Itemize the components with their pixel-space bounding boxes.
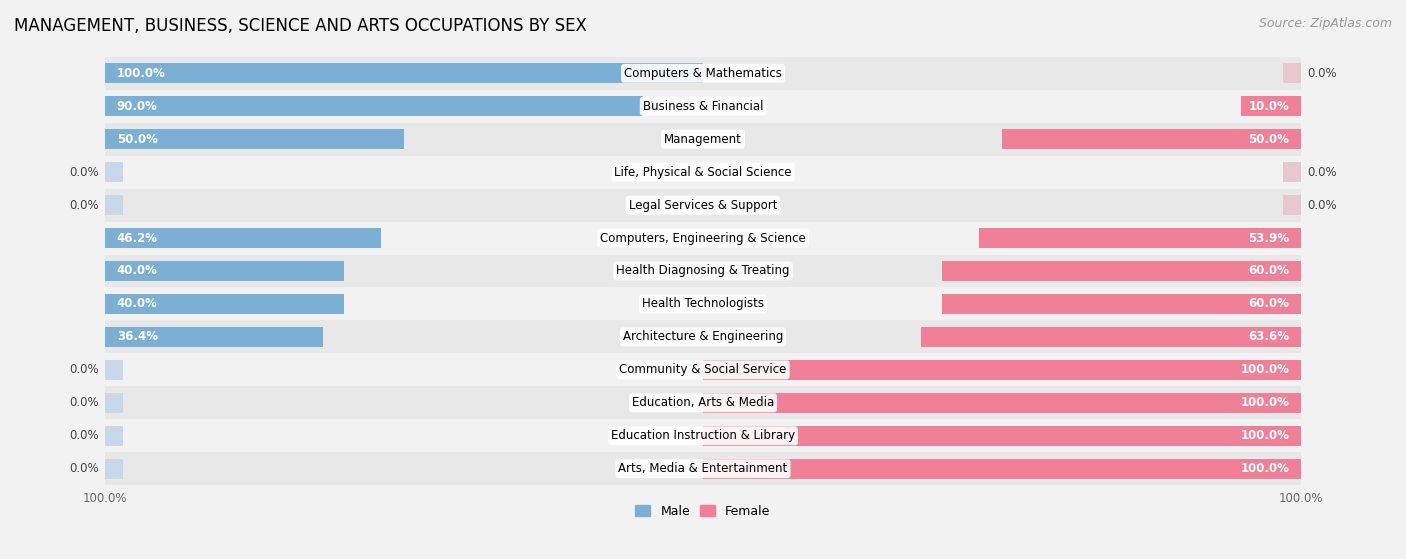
Text: 40.0%: 40.0% — [117, 297, 157, 310]
Text: Architecture & Engineering: Architecture & Engineering — [623, 330, 783, 343]
Bar — [104, 419, 1302, 452]
Bar — [104, 426, 122, 446]
Text: Computers, Engineering & Science: Computers, Engineering & Science — [600, 231, 806, 244]
Bar — [104, 327, 322, 347]
Text: 40.0%: 40.0% — [117, 264, 157, 277]
Text: 60.0%: 60.0% — [1249, 264, 1289, 277]
Text: 50.0%: 50.0% — [117, 132, 157, 146]
Text: Arts, Media & Entertainment: Arts, Media & Entertainment — [619, 462, 787, 475]
Text: 100.0%: 100.0% — [1240, 363, 1289, 376]
Bar — [703, 459, 1302, 479]
Text: Education Instruction & Library: Education Instruction & Library — [612, 429, 794, 442]
Text: Source: ZipAtlas.com: Source: ZipAtlas.com — [1258, 17, 1392, 30]
Text: Education, Arts & Media: Education, Arts & Media — [631, 396, 775, 409]
Text: Business & Financial: Business & Financial — [643, 100, 763, 113]
Bar — [104, 122, 1302, 155]
Text: 100.0%: 100.0% — [1240, 396, 1289, 409]
Bar — [979, 228, 1302, 248]
Text: 0.0%: 0.0% — [69, 165, 98, 179]
Legend: Male, Female: Male, Female — [630, 500, 776, 523]
Bar — [104, 353, 1302, 386]
Text: 0.0%: 0.0% — [69, 429, 98, 442]
Bar — [104, 221, 1302, 254]
Text: 46.2%: 46.2% — [117, 231, 157, 244]
Text: Management: Management — [664, 132, 742, 146]
Bar — [104, 195, 122, 215]
Text: Life, Physical & Social Science: Life, Physical & Social Science — [614, 165, 792, 179]
Text: 0.0%: 0.0% — [69, 198, 98, 212]
Text: Computers & Mathematics: Computers & Mathematics — [624, 67, 782, 80]
Bar — [942, 261, 1302, 281]
Text: 0.0%: 0.0% — [1308, 198, 1337, 212]
Text: 0.0%: 0.0% — [1308, 165, 1337, 179]
Bar — [703, 426, 1302, 446]
Text: 60.0%: 60.0% — [1249, 297, 1289, 310]
Bar — [104, 188, 1302, 221]
Text: 90.0%: 90.0% — [117, 100, 157, 113]
Bar — [104, 254, 1302, 287]
Bar — [703, 393, 1302, 413]
Text: 63.6%: 63.6% — [1249, 330, 1289, 343]
Text: 0.0%: 0.0% — [69, 462, 98, 475]
Text: 50.0%: 50.0% — [1249, 132, 1289, 146]
Text: 100.0%: 100.0% — [1279, 492, 1323, 505]
Text: 0.0%: 0.0% — [69, 363, 98, 376]
Bar — [104, 63, 703, 83]
Text: 0.0%: 0.0% — [69, 396, 98, 409]
Bar — [1284, 162, 1302, 182]
Bar — [104, 96, 643, 116]
Bar — [104, 57, 1302, 90]
Text: 53.9%: 53.9% — [1249, 231, 1289, 244]
Bar — [104, 228, 381, 248]
Bar — [104, 360, 122, 380]
Text: Community & Social Service: Community & Social Service — [619, 363, 787, 376]
Bar — [104, 294, 344, 314]
Bar — [104, 452, 1302, 485]
Bar — [1002, 129, 1302, 149]
Text: 100.0%: 100.0% — [83, 492, 127, 505]
Text: Health Technologists: Health Technologists — [643, 297, 763, 310]
Text: MANAGEMENT, BUSINESS, SCIENCE AND ARTS OCCUPATIONS BY SEX: MANAGEMENT, BUSINESS, SCIENCE AND ARTS O… — [14, 17, 586, 35]
Bar — [1284, 63, 1302, 83]
Bar — [104, 386, 1302, 419]
Text: 0.0%: 0.0% — [1308, 67, 1337, 80]
Bar — [104, 162, 122, 182]
Bar — [1241, 96, 1302, 116]
Bar — [104, 393, 122, 413]
Bar — [104, 261, 344, 281]
Text: 10.0%: 10.0% — [1249, 100, 1289, 113]
Text: Legal Services & Support: Legal Services & Support — [628, 198, 778, 212]
Bar — [104, 155, 1302, 188]
Bar — [104, 287, 1302, 320]
Text: 100.0%: 100.0% — [1240, 429, 1289, 442]
Bar — [104, 459, 122, 479]
Text: 100.0%: 100.0% — [1240, 462, 1289, 475]
Bar — [104, 320, 1302, 353]
Bar — [1284, 195, 1302, 215]
Bar — [104, 129, 404, 149]
Text: 36.4%: 36.4% — [117, 330, 157, 343]
Bar — [942, 294, 1302, 314]
Text: Health Diagnosing & Treating: Health Diagnosing & Treating — [616, 264, 790, 277]
Bar — [921, 327, 1302, 347]
Text: 100.0%: 100.0% — [117, 67, 166, 80]
Bar — [104, 90, 1302, 122]
Bar — [703, 360, 1302, 380]
